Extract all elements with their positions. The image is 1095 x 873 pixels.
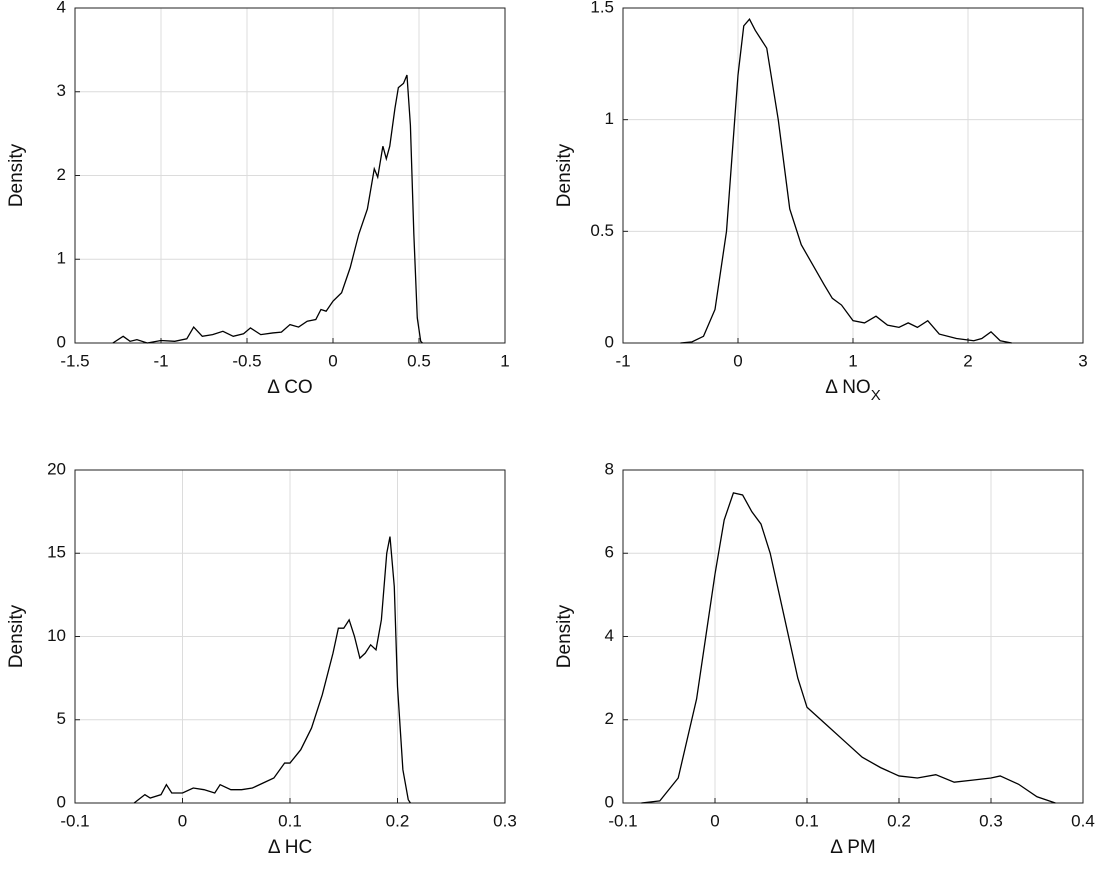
y-axis-label: Density (554, 143, 575, 207)
y-tick-label: 1 (57, 249, 66, 268)
subplot: -1.5 -1 -0.5 0 0.5 1 0 1 2 3 4 Δ CO Density (6, 0, 510, 398)
y-tick-label: 1 (605, 109, 614, 128)
y-tick-label: 4 (605, 626, 614, 645)
x-tick-label: -1 (153, 351, 168, 370)
x-tick-label: 0 (710, 811, 719, 830)
density-curve (641, 492, 1056, 804)
axes-frame (74, 7, 506, 344)
x-tick-label: 1 (500, 351, 509, 370)
density-curve (112, 74, 423, 344)
x-tick-label: 0.1 (278, 811, 302, 830)
x-axis-label-text: Δ HC (268, 837, 312, 858)
y-tick-label: 2 (605, 709, 614, 728)
x-tick-label: 0 (733, 351, 742, 370)
x-tick-label: 0.3 (493, 811, 517, 830)
x-axis-label-subscript: X (871, 387, 881, 404)
x-tick-label: 3 (1078, 351, 1087, 370)
x-tick-label: 0.2 (887, 811, 911, 830)
y-tick-label: 5 (57, 709, 66, 728)
y-tick-label: 1.5 (590, 0, 614, 16)
y-axis-label: Density (6, 143, 27, 207)
x-tick-label: -1 (615, 351, 630, 370)
y-axis-label: Density (554, 604, 575, 668)
y-tick-label: 0 (605, 332, 614, 351)
x-tick-label: -0.1 (60, 811, 89, 830)
x-tick-label: 0.4 (1071, 811, 1095, 830)
x-tick-label: -0.5 (232, 351, 261, 370)
x-tick-label: 0.5 (407, 351, 431, 370)
x-tick-label: 0 (328, 351, 337, 370)
axes-frame (622, 469, 1084, 804)
density-curve (680, 18, 1012, 344)
density-curve (133, 536, 411, 804)
y-tick-label: 8 (605, 459, 614, 478)
x-axis-label: Δ PM (830, 837, 875, 858)
y-tick-label: 0 (605, 792, 614, 811)
x-tick-label: 2 (963, 351, 972, 370)
y-axis-label: Density (6, 604, 27, 668)
y-tick-label: 20 (47, 459, 66, 478)
axes-frame (622, 7, 1084, 344)
x-tick-label: 0.2 (386, 811, 410, 830)
axes-frame (74, 469, 506, 804)
x-axis-label-text: Δ CO (267, 377, 312, 398)
x-axis-label: Δ CO (267, 377, 312, 398)
x-tick-label: -1.5 (60, 351, 89, 370)
x-axis-label-text: Δ NO (825, 377, 870, 398)
x-axis-label: Δ HC (268, 837, 312, 858)
x-axis-label: Δ NOX (825, 377, 880, 404)
y-tick-label: 4 (57, 0, 66, 16)
y-tick-label: 6 (605, 543, 614, 562)
x-axis-label-text: Δ PM (830, 837, 875, 858)
x-tick-label: 1 (848, 351, 857, 370)
y-tick-label: 0 (57, 332, 66, 351)
y-tick-label: 0 (57, 792, 66, 811)
x-tick-label: 0 (178, 811, 187, 830)
y-tick-label: 3 (57, 81, 66, 100)
y-tick-label: 10 (47, 626, 66, 645)
x-tick-label: -0.1 (608, 811, 637, 830)
y-tick-label: 15 (47, 543, 66, 562)
y-tick-label: 2 (57, 165, 66, 184)
y-tick-label: 0.5 (590, 221, 614, 240)
x-tick-label: 0.1 (795, 811, 819, 830)
x-tick-label: 0.3 (979, 811, 1003, 830)
